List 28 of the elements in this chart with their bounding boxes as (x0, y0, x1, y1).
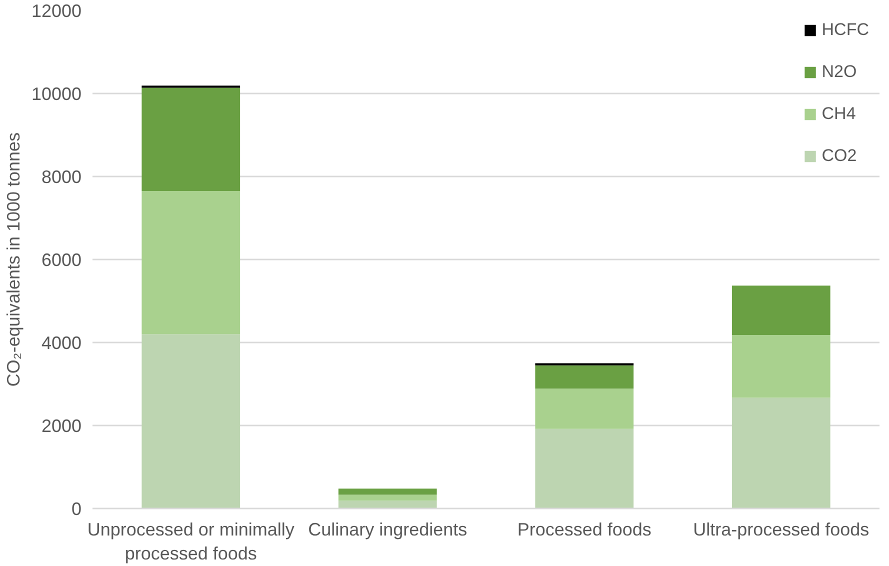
y-tick-label: 0 (71, 499, 82, 519)
x-tick-label: Culinary ingredients (308, 520, 468, 540)
x-tick-label: Processed foods (517, 520, 652, 540)
bar (338, 494, 437, 501)
bar (142, 334, 240, 508)
y-tick-label: 10000 (31, 84, 82, 104)
y-axis-title: CO₂-equivalents in 1000 tonnes (3, 132, 24, 387)
bar (338, 500, 437, 508)
bar (142, 191, 240, 334)
legend-label: CH4 (822, 104, 856, 124)
bar (535, 365, 634, 389)
y-tick-label: 6000 (41, 250, 82, 270)
x-tick-label: Ultra-processed foods (693, 520, 870, 540)
y-tick-label: 2000 (41, 416, 82, 436)
bar (732, 286, 830, 336)
legend-label: CO2 (822, 146, 857, 166)
y-tick-label: 4000 (41, 333, 82, 353)
legend-label: N2O (822, 62, 857, 82)
bar (142, 88, 240, 192)
y-tick-label: 8000 (41, 167, 82, 187)
bar (535, 388, 634, 429)
bar (732, 398, 830, 508)
y-tick-label: 12000 (31, 1, 82, 21)
bar (535, 428, 634, 508)
bar (338, 488, 437, 495)
legend-label: HCFC (822, 20, 869, 40)
bar (732, 335, 830, 398)
x-tick-label: Unprocessed or minimally processed foods (87, 520, 294, 564)
